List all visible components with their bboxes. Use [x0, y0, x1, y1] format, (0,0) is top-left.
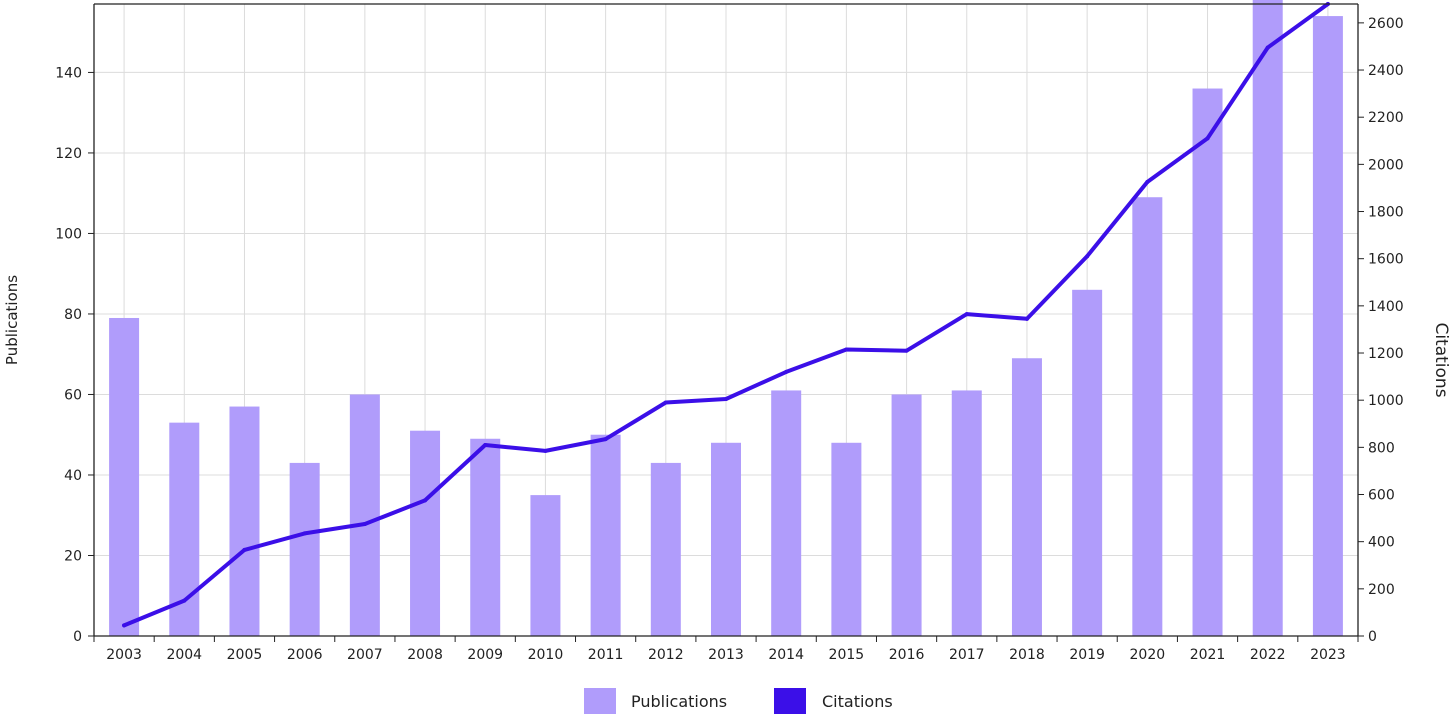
y-tick-label-left: 120 [55, 146, 82, 162]
point-citations-2019[interactable] [1085, 254, 1090, 259]
x-tick-label: 2005 [227, 647, 263, 663]
bar-publications-2023[interactable] [1312, 16, 1343, 637]
point-citations-2016[interactable] [904, 348, 909, 353]
x-tick-label: 2004 [166, 647, 202, 663]
bar-publications-2021[interactable] [1192, 88, 1223, 636]
x-tick-label: 2008 [407, 647, 443, 663]
x-tick-label: 2018 [1009, 647, 1045, 663]
y-tick-label-left: 0 [73, 629, 82, 645]
bar-publications-2017[interactable] [951, 390, 982, 636]
y-tick-label-right: 0 [1368, 629, 1377, 645]
y-tick-label-left: 140 [55, 65, 82, 81]
point-citations-2014[interactable] [784, 369, 789, 374]
x-tick-label: 2014 [768, 647, 804, 663]
point-citations-2021[interactable] [1205, 136, 1210, 141]
y-tick-label-right: 400 [1368, 535, 1395, 551]
bar-publications-2008[interactable] [410, 430, 441, 636]
point-citations-2003[interactable] [122, 623, 127, 628]
x-tick-label: 2009 [467, 647, 503, 663]
axes-layer: 0204060801001201400200400600800100012001… [55, 3, 1404, 663]
bar-publications-2006[interactable] [289, 462, 320, 636]
y-tick-label-right: 1200 [1368, 346, 1404, 362]
bar-publications-2022[interactable] [1252, 0, 1283, 636]
point-citations-2015[interactable] [844, 347, 849, 352]
y-tick-label-right: 2600 [1368, 16, 1404, 32]
x-tick-label: 2022 [1250, 647, 1286, 663]
bar-publications-2016[interactable] [891, 394, 922, 636]
y-axis-title-right: Citations [1431, 322, 1451, 397]
point-citations-2009[interactable] [483, 442, 488, 447]
point-citations-2004[interactable] [182, 598, 187, 603]
bar-publications-2015[interactable] [831, 442, 862, 636]
point-citations-2007[interactable] [362, 521, 367, 526]
legend-item-publications[interactable]: Publications [584, 688, 727, 714]
x-tick-label: 2017 [949, 647, 985, 663]
point-citations-2008[interactable] [423, 498, 428, 503]
y-tick-label-left: 100 [55, 226, 82, 242]
bar-publications-2010[interactable] [530, 495, 561, 636]
bar-publications-2014[interactable] [771, 390, 802, 636]
bar-publications-2007[interactable] [349, 394, 380, 636]
legend-swatch-publications [584, 688, 616, 714]
legend[interactable]: Publications Citations [584, 688, 893, 714]
y-tick-label-right: 1800 [1368, 205, 1404, 221]
y-tick-label-right: 1000 [1368, 393, 1404, 409]
x-tick-label: 2013 [708, 647, 744, 663]
legend-label-publications: Publications [631, 692, 727, 711]
point-citations-2020[interactable] [1145, 180, 1150, 185]
x-tick-label: 2011 [588, 647, 624, 663]
point-citations-2017[interactable] [964, 312, 969, 317]
y-tick-label-left: 40 [64, 468, 82, 484]
bar-publications-2013[interactable] [711, 442, 741, 636]
bar-publications-2005[interactable] [229, 406, 260, 636]
legend-label-citations: Citations [822, 692, 893, 711]
x-tick-label: 2007 [347, 647, 383, 663]
x-tick-label: 2016 [889, 647, 925, 663]
x-tick-label: 2020 [1130, 647, 1166, 663]
point-citations-2011[interactable] [603, 437, 608, 442]
x-tick-label: 2015 [829, 647, 865, 663]
y-tick-label-right: 2000 [1368, 157, 1404, 173]
point-citations-2022[interactable] [1265, 45, 1270, 50]
y-tick-label-right: 200 [1368, 582, 1395, 598]
bar-publications-2019[interactable] [1072, 289, 1103, 636]
bars-layer [109, 0, 1343, 637]
x-tick-label: 2012 [648, 647, 684, 663]
bar-publications-2012[interactable] [650, 462, 681, 636]
bar-publications-2018[interactable] [1011, 358, 1042, 636]
bar-publications-2020[interactable] [1132, 197, 1163, 636]
y-tick-label-right: 1400 [1368, 299, 1404, 315]
point-citations-2006[interactable] [302, 531, 307, 536]
point-citations-2013[interactable] [724, 397, 728, 401]
y-tick-label-right: 2200 [1368, 110, 1404, 126]
y-axis-title-left: Publications [3, 275, 21, 365]
legend-item-citations[interactable]: Citations [774, 688, 893, 714]
point-citations-2010[interactable] [543, 448, 548, 453]
bar-publications-2011[interactable] [590, 434, 621, 636]
y-tick-label-right: 600 [1368, 488, 1395, 504]
x-tick-label: 2021 [1190, 647, 1226, 663]
y-tick-label-right: 2400 [1368, 63, 1404, 79]
bar-publications-2009[interactable] [470, 438, 501, 636]
y-tick-label-right: 1600 [1368, 252, 1404, 268]
x-tick-label: 2003 [106, 647, 142, 663]
x-tick-label: 2010 [528, 647, 564, 663]
x-tick-label: 2023 [1310, 647, 1346, 663]
legend-swatch-citations [774, 688, 806, 714]
x-tick-label: 2019 [1069, 647, 1105, 663]
y-tick-label-left: 60 [64, 387, 82, 403]
point-citations-2012[interactable] [663, 400, 668, 405]
point-citations-2018[interactable] [1024, 316, 1029, 321]
bar-publications-2003[interactable] [109, 317, 140, 636]
x-tick-label: 2006 [287, 647, 323, 663]
y-tick-label-left: 80 [64, 307, 82, 323]
y-tick-label-right: 800 [1368, 440, 1395, 456]
line-layer [122, 2, 1330, 628]
y-tick-label-left: 20 [64, 548, 82, 564]
point-citations-2005[interactable] [242, 547, 247, 552]
